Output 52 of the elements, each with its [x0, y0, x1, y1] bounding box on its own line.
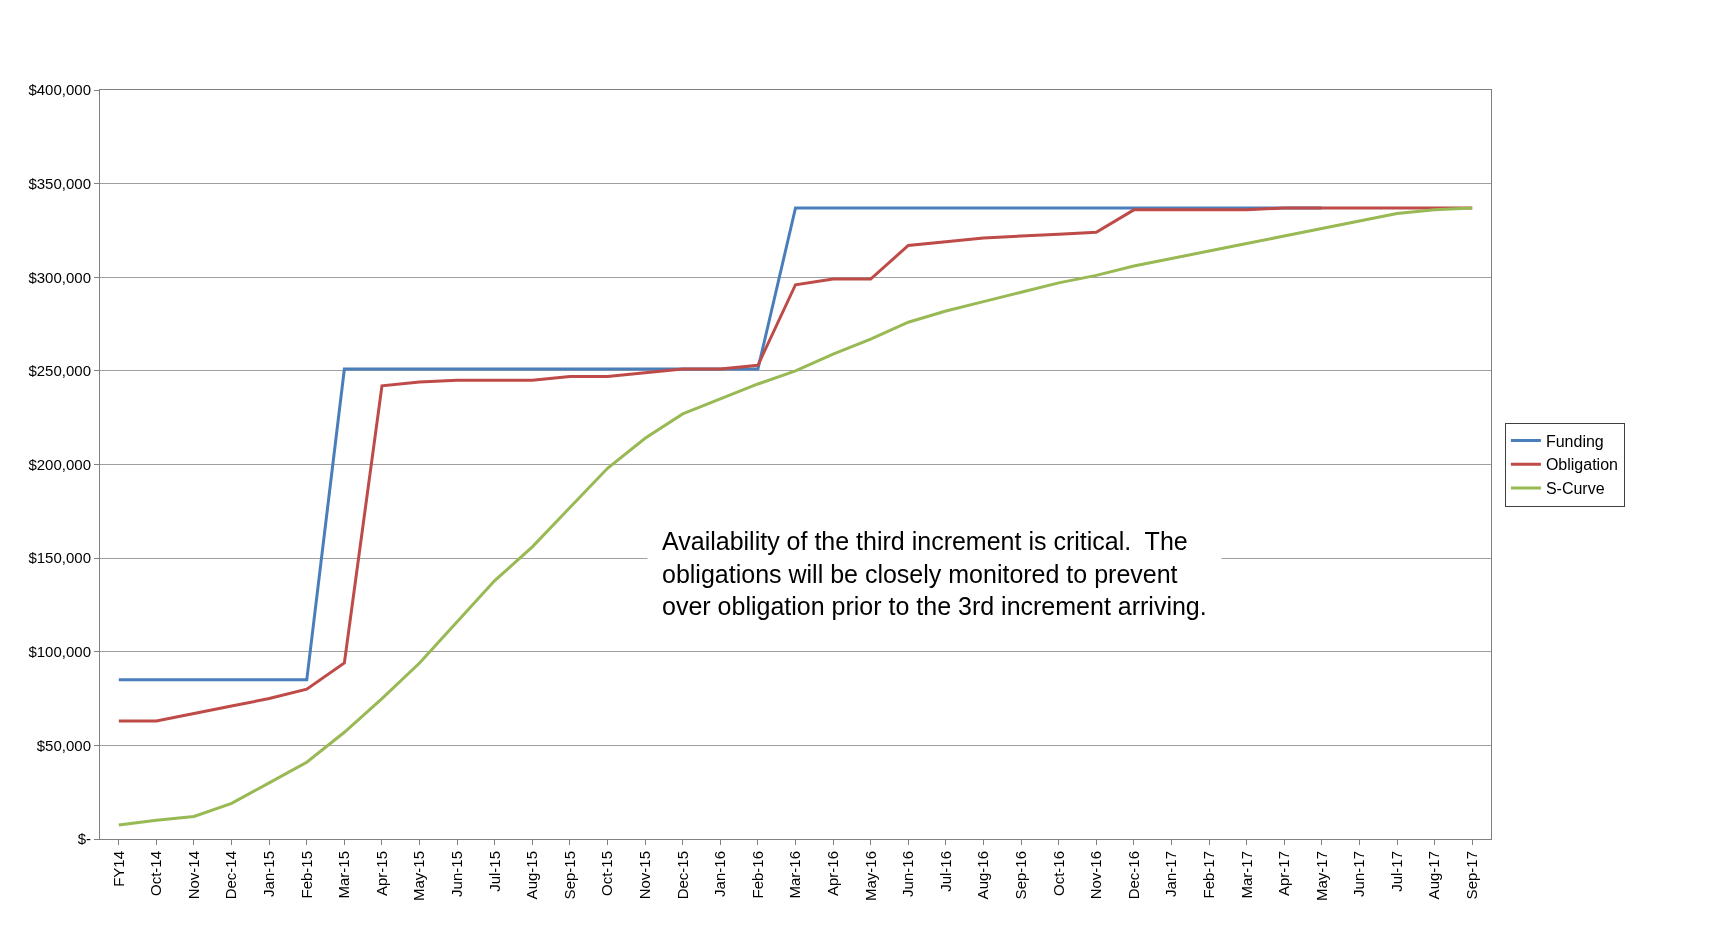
- x-tick-label: Dec-14: [222, 851, 240, 900]
- y-tick-label: $300,000: [28, 268, 91, 286]
- x-tick-label: Aug-17: [1425, 851, 1443, 900]
- y-tick-label: $400,000: [28, 81, 91, 99]
- x-tick-label: Aug-16: [974, 851, 992, 900]
- x-tick-label: Jan-16: [711, 851, 729, 897]
- legend-label: Obligation: [1545, 456, 1618, 474]
- x-tick-label: Oct-16: [1049, 851, 1067, 897]
- x-tick-label: Dec-16: [1124, 851, 1142, 900]
- x-tick-label: Jul-15: [485, 851, 503, 892]
- annotation: Availability of the third increment is critical. The obligations will be closely monitored to prevent over obligation prior to the 3rd increment arriving.: [662, 527, 1207, 620]
- y-tick-label: $200,000: [28, 455, 91, 473]
- x-tick-label: Jan-17: [1162, 851, 1180, 897]
- line-series: [117, 206, 1474, 723]
- y-tick-label: $150,000: [28, 549, 91, 567]
- x-tick-label: Nov-15: [635, 851, 653, 900]
- x-tick-label: Dec-15: [673, 851, 691, 900]
- x-tick-label: Jan-15: [260, 851, 278, 897]
- x-tick-label: Mar-16: [786, 851, 804, 899]
- x-tick-label: Nov-16: [1087, 851, 1105, 900]
- x-tick-label: Aug-15: [523, 851, 541, 900]
- x-tick-label: FY14: [109, 851, 127, 887]
- legend-label: S-Curve: [1545, 480, 1605, 498]
- y-tick-label: $-: [77, 830, 91, 848]
- x-tick-label: May-15: [410, 851, 428, 902]
- line-series: [117, 206, 1474, 827]
- x-tick-label: Oct-14: [147, 851, 165, 897]
- x-tick-label: Jun-16: [899, 851, 917, 897]
- x-tick-label: Sep-17: [1463, 851, 1481, 900]
- y-tick-label: $250,000: [28, 362, 91, 380]
- y-tick-label: $100,000: [28, 643, 91, 660]
- x-tick-label: Mar-15: [335, 851, 353, 899]
- y-tick-label: $350,000: [28, 174, 91, 192]
- x-tick-label: Apr-15: [372, 851, 390, 897]
- x-tick-label: Apr-17: [1275, 851, 1293, 897]
- x-tick-label: Apr-16: [823, 851, 841, 897]
- x-tick-label: Jul-17: [1387, 851, 1405, 892]
- x-tick-label: Mar-17: [1237, 851, 1255, 899]
- x-tick-label: Jun-17: [1350, 851, 1368, 897]
- x-tick-label: Sep-16: [1011, 851, 1029, 900]
- y-tick-label: $50,000: [36, 736, 91, 754]
- x-tick-label: Jul-16: [936, 851, 954, 892]
- x-tick-label: Nov-14: [184, 851, 202, 900]
- legend-label: Funding: [1545, 432, 1604, 450]
- x-tick-label: Oct-15: [598, 851, 616, 897]
- x-tick-label: May-16: [861, 851, 879, 902]
- x-tick-label: Feb-17: [1199, 851, 1217, 899]
- x-tick-label: Sep-15: [560, 851, 578, 900]
- x-tick-label: May-17: [1312, 851, 1330, 902]
- x-tick-label: Feb-16: [748, 851, 766, 899]
- x-tick-label: Feb-15: [297, 851, 315, 899]
- x-tick-label: Jun-15: [448, 851, 466, 897]
